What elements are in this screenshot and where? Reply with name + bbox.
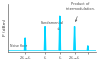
Y-axis label: P (dBm): P (dBm): [3, 19, 7, 36]
Polygon shape: [59, 16, 60, 50]
Polygon shape: [44, 26, 46, 50]
Text: Fundamental: Fundamental: [41, 21, 64, 30]
Text: Noise floor: Noise floor: [10, 44, 27, 48]
Polygon shape: [74, 26, 75, 50]
Text: Product of
intermodulation.: Product of intermodulation.: [66, 2, 95, 21]
Polygon shape: [87, 46, 88, 50]
Polygon shape: [24, 38, 26, 50]
